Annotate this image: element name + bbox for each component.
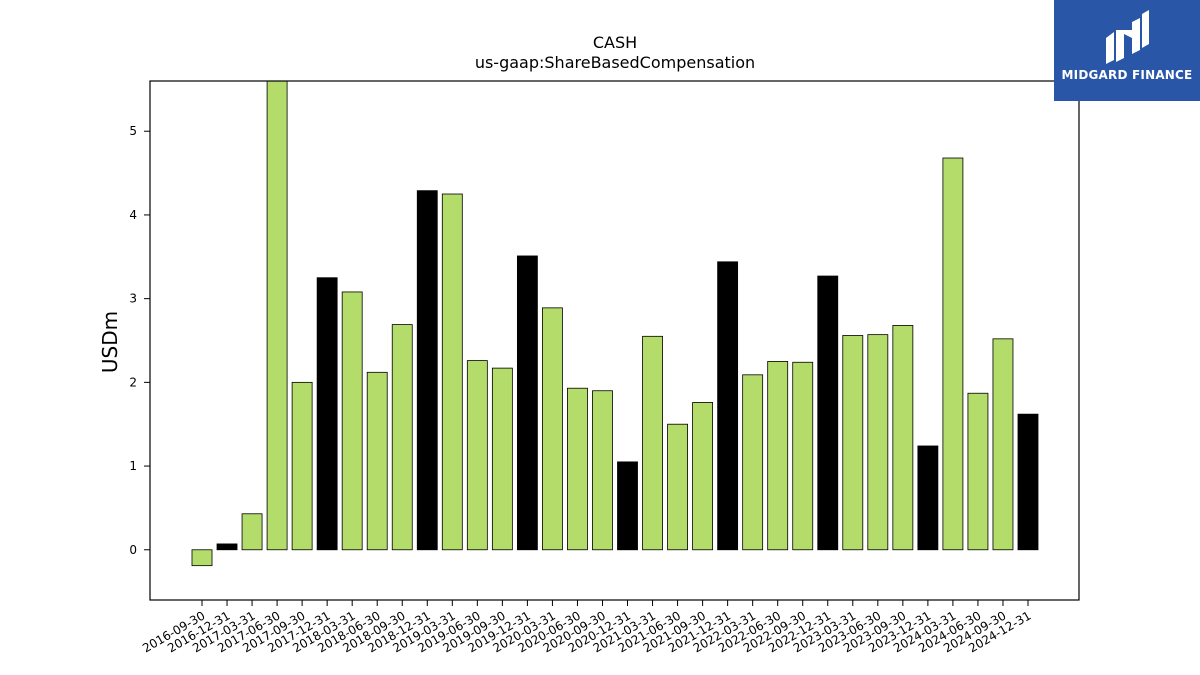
- bar-2024-12-31: [1017, 413, 1039, 551]
- bar-2020-09-30: [592, 390, 613, 551]
- bar-2023-06-30: [867, 334, 889, 551]
- bar-2020-06-30: [567, 387, 588, 551]
- bar-2020-03-31: [542, 307, 563, 551]
- y-axis-label: USDm: [98, 311, 122, 373]
- bar-2021-06-30: [667, 423, 688, 551]
- bar-2018-12-31: [416, 190, 438, 551]
- bars-group: [191, 80, 1039, 567]
- bar-2021-09-30: [692, 402, 714, 551]
- y-tick-label: 4: [129, 208, 137, 222]
- bar-2023-03-31: [842, 335, 864, 551]
- bar-2019-06-30: [466, 360, 488, 551]
- bar-2021-03-31: [642, 335, 663, 551]
- bar-2017-06-30: [266, 80, 288, 551]
- bar-2021-12-31: [717, 261, 739, 551]
- brand-logo: MIDGARD FINANCE: [1054, 0, 1200, 101]
- plot-frame: [149, 80, 1080, 601]
- bar-2022-12-31: [817, 275, 839, 551]
- brand-name: MIDGARD FINANCE: [1061, 68, 1193, 82]
- bar-2023-09-30: [892, 325, 914, 551]
- bar-2019-03-31: [441, 193, 463, 551]
- y-tick-label: 0: [129, 543, 137, 557]
- bar-2019-12-31: [516, 255, 538, 551]
- y-tick-label: 2: [129, 375, 137, 389]
- x-axis-ticks: 2016-09-302016-12-312017-03-312017-06-30…: [140, 600, 1034, 655]
- bar-2022-09-30: [792, 361, 814, 551]
- bar-2024-06-30: [967, 392, 989, 551]
- midgard-logo-icon: [1106, 10, 1149, 64]
- bar-2016-12-31: [216, 543, 238, 551]
- bar-2018-09-30: [391, 324, 413, 551]
- bar-2016-09-30: [191, 549, 213, 567]
- bar-2024-09-30: [992, 338, 1014, 551]
- y-tick-label: 5: [129, 124, 137, 138]
- y-tick-label: 3: [129, 292, 137, 306]
- chart-title: CASH: [593, 33, 637, 52]
- bar-2022-03-31: [742, 374, 764, 551]
- bar-2022-06-30: [767, 361, 789, 551]
- bar-2024-03-31: [942, 157, 964, 551]
- y-tick-label: 1: [129, 459, 137, 473]
- bar-2023-12-31: [917, 445, 939, 551]
- y-axis-ticks: 0 1 2 3 4 5: [129, 124, 150, 557]
- bar-2020-12-31: [617, 461, 638, 551]
- bar-2017-09-30: [291, 381, 313, 551]
- bar-2017-03-31: [241, 513, 263, 551]
- bar-2017-12-31: [316, 277, 338, 551]
- bar-2018-06-30: [366, 371, 388, 551]
- chart-subtitle: us-gaap:ShareBasedCompensation: [475, 53, 755, 72]
- bar-2019-09-30: [491, 367, 513, 551]
- bar-2018-03-31: [341, 291, 363, 551]
